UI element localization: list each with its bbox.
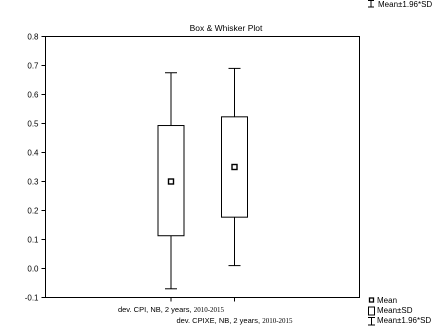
y-tick-label: 0.4 <box>27 149 39 158</box>
x-category-label: dev. CPI, NB, 2 years, 2010-2015 <box>118 305 225 314</box>
x-category-label: dev. CPIXE, NB, 2 years, 2010-2015 <box>176 316 293 325</box>
legend-mean-marker <box>368 297 375 303</box>
boxes <box>157 67 248 290</box>
y-tick-label: 0.0 <box>27 265 39 274</box>
y-tick-label: 0.7 <box>27 62 39 71</box>
y-tick-label: 0.6 <box>27 91 39 100</box>
y-tick-label: 0.2 <box>27 207 39 216</box>
box-item <box>157 72 185 290</box>
mean-marker <box>231 163 238 171</box>
y-tick-label: 0.1 <box>27 236 39 245</box>
mean-marker <box>167 178 175 185</box>
legend: Mean Mean±SD Mean±1.96*SD <box>368 296 431 326</box>
x-axis: dev. CPI, NB, 2 years, 2010-2015 dev. CPI… <box>118 297 293 325</box>
legend-ci-label: Mean±1.96*SD <box>377 316 431 325</box>
plot-area <box>45 36 360 298</box>
legend-mean-label: Mean <box>377 296 397 305</box>
top-legend-fragment: Mean±1.96*SD <box>368 0 432 9</box>
legend-sd-marker <box>368 306 375 316</box>
chart-title: Box & Whisker Plot <box>190 23 263 33</box>
y-tick-label: -0.1 <box>25 294 39 303</box>
box-item <box>221 67 248 267</box>
legend-ci-marker <box>368 317 375 326</box>
y-tick-label: 0.8 <box>27 33 39 42</box>
y-tick-label: 0.3 <box>27 178 39 187</box>
legend-sd-label: Mean±SD <box>377 306 413 315</box>
top-fragment-text: Mean±1.96*SD <box>378 0 432 9</box>
y-axis: -0.1 0.0 0.1 0.2 0.3 0.4 0.5 0.6 0.7 0.8 <box>25 33 46 303</box>
y-tick-label: 0.5 <box>27 120 39 129</box>
